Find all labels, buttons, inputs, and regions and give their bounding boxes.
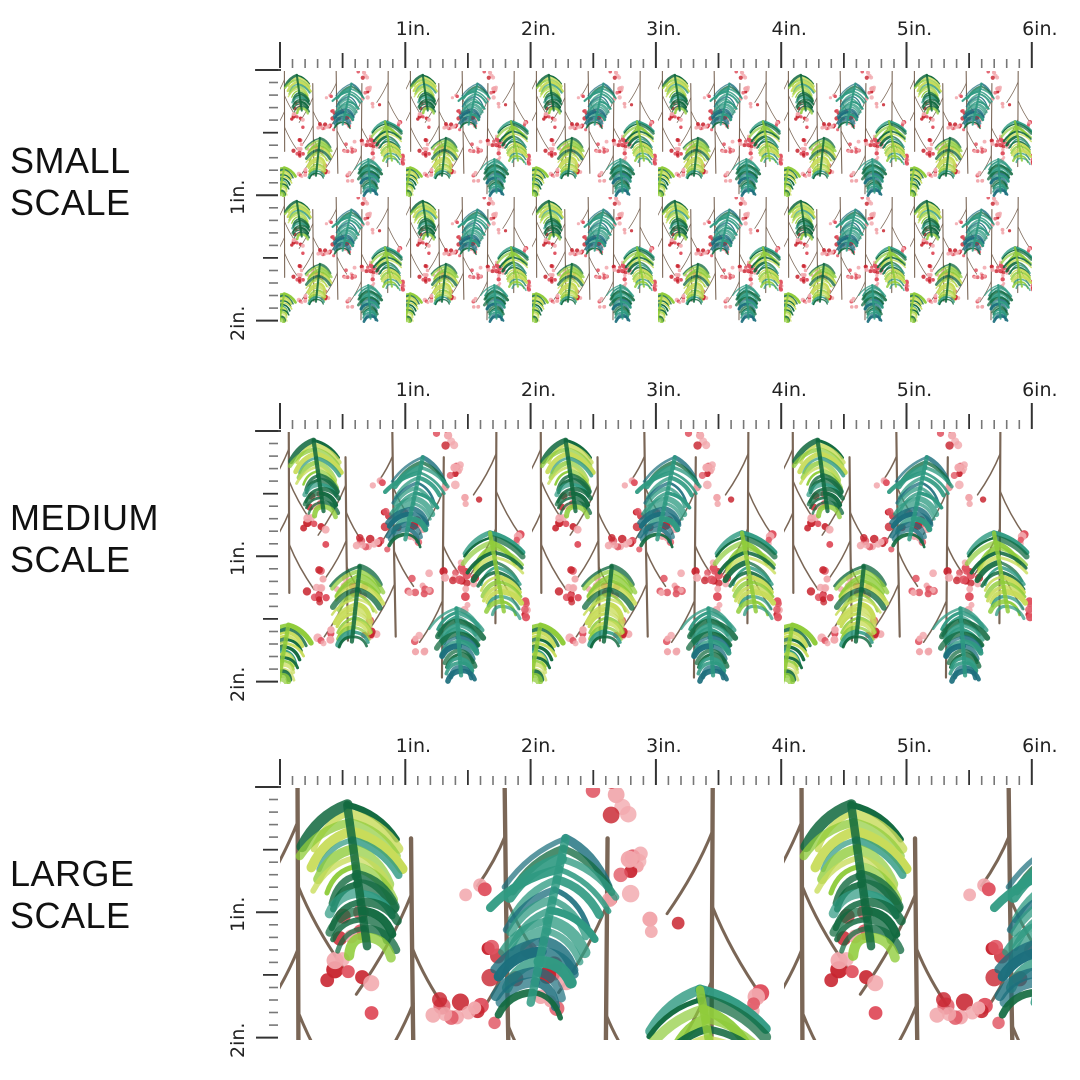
- ruler-label-5in: 5in.: [896, 379, 933, 401]
- pine-berry-pattern: [280, 788, 1032, 1040]
- scale-label-line2: SCALE: [10, 539, 131, 580]
- scale-label-line1: SMALL: [10, 140, 131, 181]
- fabric-swatch-small: [280, 71, 1032, 323]
- ruler-label-2in: 2in.: [520, 379, 557, 401]
- ruler-vlabel-1in: 1in.: [227, 896, 249, 933]
- ruler-label-3in: 3in.: [646, 18, 682, 40]
- ruler-medium: [255, 403, 1033, 683]
- ruler-vlabel-2in: 2in.: [227, 1022, 249, 1058]
- ruler-label-6in: 6in.: [1022, 18, 1058, 40]
- fabric-swatch-medium: [280, 432, 1032, 684]
- ruler-label-5in: 5in.: [896, 18, 933, 40]
- ruler-vlabel-2in: 2in.: [227, 305, 249, 341]
- ruler-label-4in: 4in.: [771, 379, 807, 401]
- scale-label-medium: MEDIUM SCALE: [10, 497, 159, 581]
- ruler-label-4in: 4in.: [771, 18, 807, 40]
- ruler-vlabel-1in: 1in.: [227, 540, 249, 577]
- ruler-label-6in: 6in.: [1022, 735, 1058, 757]
- ruler-small: [255, 42, 1033, 322]
- ruler-label-6in: 6in.: [1022, 379, 1058, 401]
- ruler-label-4in: 4in.: [771, 735, 807, 757]
- ruler-vlabel-2in: 2in.: [227, 666, 249, 702]
- ruler-label-1in: 1in.: [395, 18, 432, 40]
- ruler-label-2in: 2in.: [520, 18, 557, 40]
- pine-berry-pattern: [280, 432, 1032, 684]
- fabric-swatch-large: [280, 788, 1032, 1040]
- pine-berry-pattern: [280, 71, 1032, 323]
- ruler-label-3in: 3in.: [646, 735, 682, 757]
- ruler-label-1in: 1in.: [395, 735, 432, 757]
- ruler-vlabel-1in: 1in.: [227, 179, 249, 216]
- ruler-label-5in: 5in.: [896, 735, 933, 757]
- ruler-label-1in: 1in.: [395, 379, 432, 401]
- ruler-label-2in: 2in.: [520, 735, 557, 757]
- ruler-label-3in: 3in.: [646, 379, 682, 401]
- ruler-large: [255, 759, 1033, 1039]
- scale-label-large: LARGE SCALE: [10, 853, 135, 937]
- scale-label-line1: LARGE: [10, 853, 135, 894]
- scale-label-line2: SCALE: [10, 182, 131, 223]
- scale-label-small: SMALL SCALE: [10, 140, 131, 224]
- scale-label-line1: MEDIUM: [10, 497, 159, 538]
- scale-label-line2: SCALE: [10, 895, 131, 936]
